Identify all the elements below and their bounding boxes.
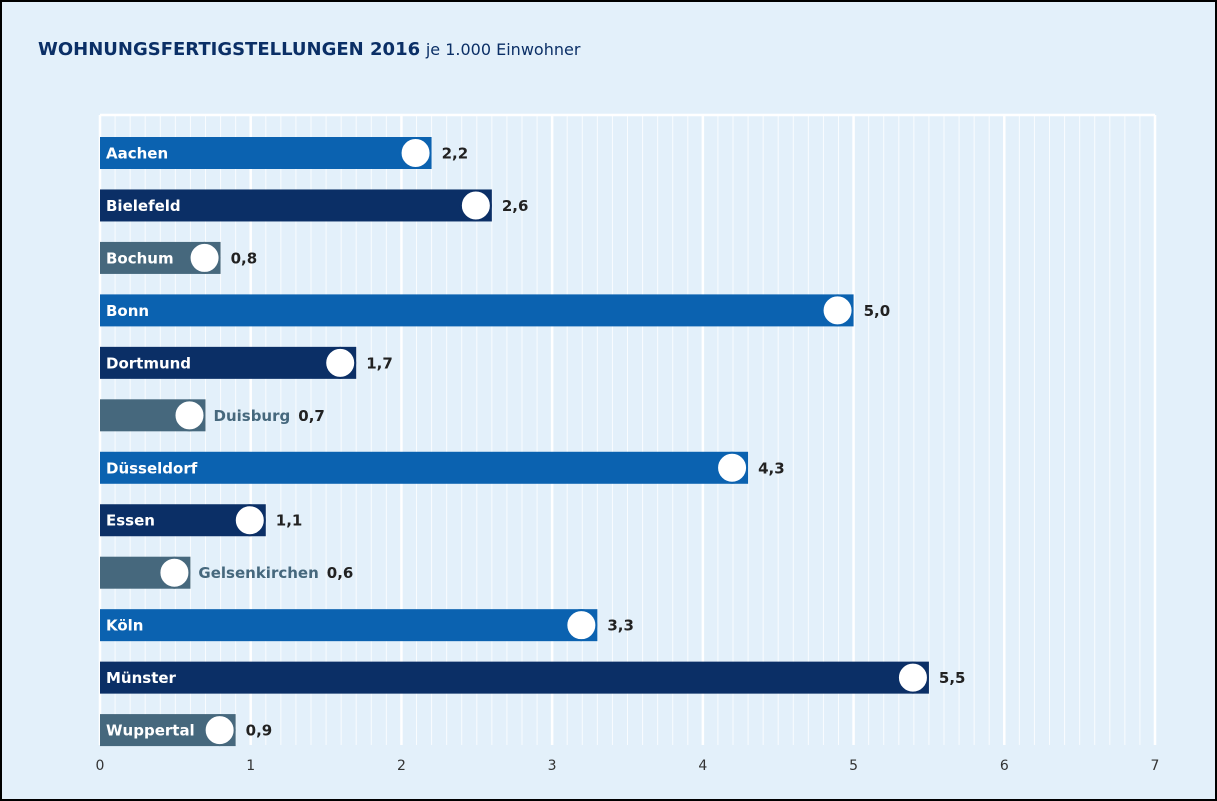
bar-end-knob [173, 399, 206, 432]
category-label: Wuppertal [106, 722, 195, 740]
value-label: 0,8 [231, 249, 258, 267]
value-label: 5,5 [939, 669, 966, 687]
bar-end-knob [399, 137, 432, 169]
category-label: Essen [106, 512, 155, 530]
bar-end-knob [324, 346, 357, 379]
x-tick-label: 4 [698, 758, 707, 774]
value-label: 4,3 [758, 459, 785, 477]
x-tick-label: 3 [548, 758, 557, 774]
category-label: Köln [106, 617, 144, 635]
bar-end-knob [565, 609, 598, 642]
bar-end-knob [203, 714, 236, 747]
category-label: Düsseldorf [106, 459, 198, 477]
x-tick-label: 7 [1151, 758, 1160, 774]
value-label: 0,7 [298, 407, 325, 425]
x-tick-label: 5 [849, 758, 858, 774]
bar [100, 661, 929, 694]
bar-end-knob [188, 241, 221, 274]
bar-end-knob [821, 294, 854, 327]
category-label: Duisburg [214, 407, 291, 425]
value-label: 2,6 [502, 197, 529, 215]
chart-title-line: WOHNUNGSFERTIGSTELLUNGEN 2016 je 1.000 E… [38, 39, 581, 60]
x-tick-label: 6 [1000, 758, 1009, 774]
value-label: 2,2 [442, 145, 469, 163]
category-label: Münster [106, 669, 177, 687]
bar-end-knob [459, 189, 492, 222]
bar [100, 346, 357, 379]
value-label: 3,3 [607, 617, 634, 635]
value-label: 1,1 [276, 512, 303, 530]
bar [100, 451, 749, 484]
value-label: 1,7 [366, 354, 393, 372]
value-label: 5,0 [864, 302, 891, 320]
category-label: Dortmund [106, 354, 191, 372]
bar-end-knob [716, 451, 749, 484]
value-label: 0,6 [327, 564, 354, 582]
bar [100, 189, 492, 222]
chart-title: WOHNUNGSFERTIGSTELLUNGEN 2016 [38, 39, 420, 60]
x-tick-label: 0 [96, 758, 105, 774]
bar [100, 137, 432, 169]
category-label: Bielefeld [106, 197, 181, 215]
category-label: Aachen [106, 145, 168, 163]
category-label: Bochum [106, 249, 174, 267]
bar [100, 609, 598, 642]
chart-subtitle: je 1.000 Einwohner [425, 40, 581, 59]
bar [100, 294, 854, 327]
category-label: Gelsenkirchen [198, 564, 318, 582]
bar-end-knob [158, 556, 191, 589]
bar-end-knob [896, 661, 929, 694]
x-tick-label: 1 [246, 758, 255, 774]
bar-end-knob [233, 504, 266, 537]
value-label: 0,9 [246, 722, 273, 740]
category-label: Bonn [106, 302, 149, 320]
x-tick-label: 2 [397, 758, 406, 774]
